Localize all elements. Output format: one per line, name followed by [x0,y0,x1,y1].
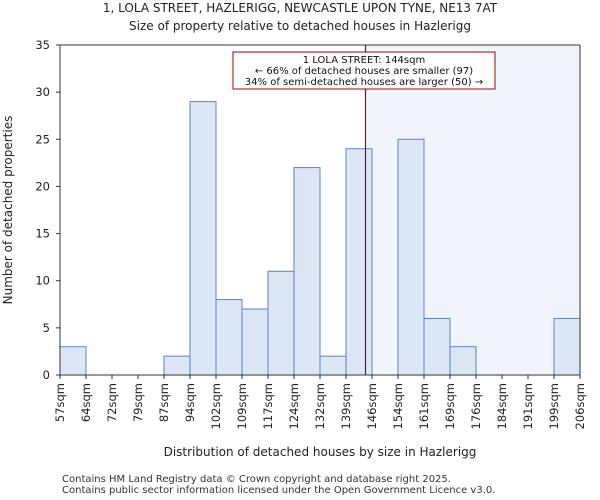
chart-title: 1, LOLA STREET, HAZLERIGG, NEWCASTLE UPO… [102,1,498,15]
bar [59,346,87,376]
x-tick-label: 139sqm [339,383,353,429]
x-tick-label: 184sqm [495,383,509,429]
x-tick-label: 124sqm [287,383,301,429]
y-tick-label: 0 [43,368,50,382]
x-tick-label: 72sqm [105,383,119,422]
y-tick-label: 35 [35,38,50,52]
x-tick-label: 176sqm [469,383,483,429]
bar [267,270,295,376]
x-tick-label: 191sqm [521,383,535,429]
bar [293,167,321,376]
x-tick-label: 169sqm [443,383,457,429]
annotation-line-3: 34% of semi-detached houses are larger (… [245,77,483,88]
y-tick-label: 5 [43,321,50,335]
bar [397,138,425,376]
bar [423,317,451,376]
bar [241,308,269,376]
bar [553,317,581,376]
y-tick-label: 10 [35,274,50,288]
x-tick-label: 161sqm [417,383,431,429]
x-tick-label: 57sqm [53,383,67,422]
chart-subtitle: Size of property relative to detached ho… [129,19,471,33]
y-axis-label: Number of detached properties [1,116,15,305]
x-tick-label: 102sqm [209,383,223,429]
y-tick-label: 30 [35,85,50,99]
x-tick-label: 199sqm [547,383,561,429]
y-tick-label: 20 [35,179,50,193]
bar [449,346,477,376]
bar [163,355,191,376]
bar [215,299,243,376]
y-tick-label: 15 [35,227,50,241]
annotation-line-1: 1 LOLA STREET: 144sqm [303,55,425,66]
bar [345,148,373,376]
x-tick-label: 94sqm [183,383,197,422]
histogram-chart: 0 5 10 15 20 25 30 35 57sqm 64sqm 72sqm 79sqm 87sqm 9… [1,38,587,459]
x-tick-label: 154sqm [391,383,405,429]
y-tick-label: 25 [35,132,50,146]
x-tick-label: 117sqm [261,383,275,429]
x-tick-label: 79sqm [131,383,145,422]
footer-line-2: Contains public sector information licen… [62,485,496,496]
footer-line-1: Contains HM Land Registry data © Crown c… [62,474,451,485]
bar [189,101,217,376]
annotation-line-2: ← 66% of detached houses are smaller (97… [255,66,473,77]
x-axis-label: Distribution of detached houses by size … [164,445,477,459]
x-tick-label: 87sqm [157,383,171,422]
x-tick-label: 109sqm [235,383,249,429]
x-tick-label: 206sqm [573,383,587,429]
x-tick-label: 146sqm [365,383,379,429]
bar [319,355,347,376]
annotation-box [232,51,496,90]
x-tick-label: 64sqm [79,383,93,422]
x-tick-label: 132sqm [313,383,327,429]
